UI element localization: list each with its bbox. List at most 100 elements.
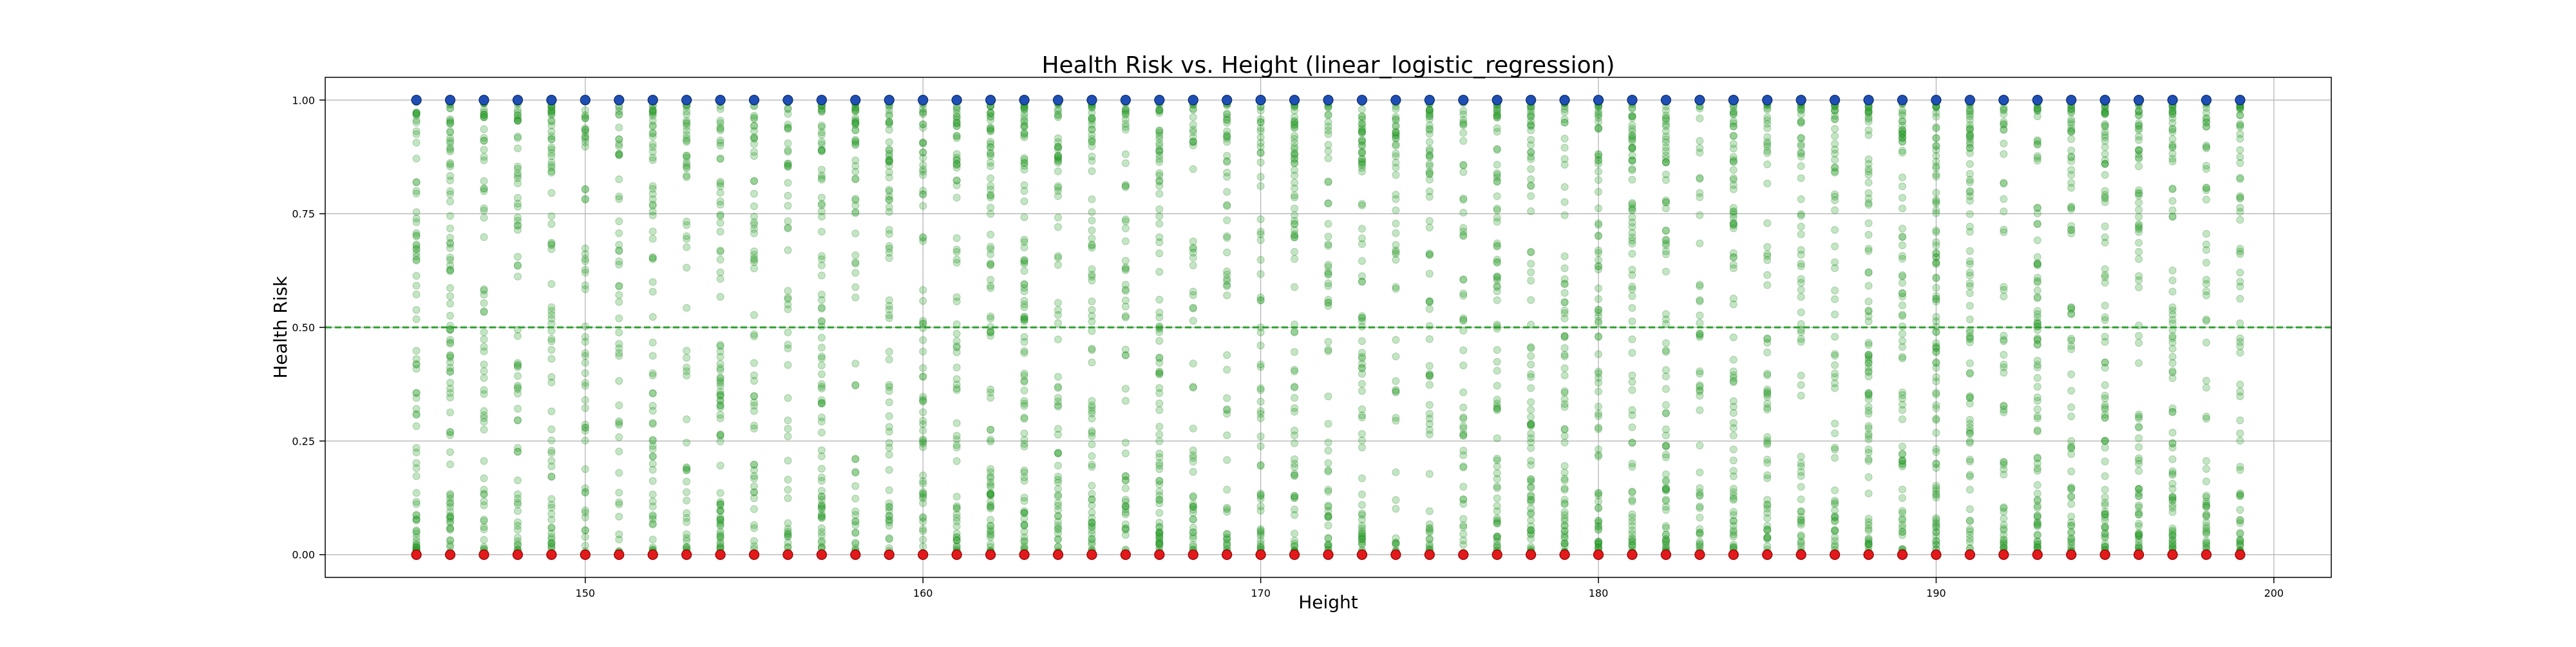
predicted-point — [716, 499, 724, 508]
predicted-point — [716, 507, 724, 515]
predicted-point — [683, 110, 691, 119]
predicted-point — [1054, 311, 1062, 319]
predicted-point — [1662, 401, 1670, 409]
predicted-point — [1864, 540, 1873, 548]
predicted-point — [649, 436, 657, 444]
predicted-point — [2135, 492, 2143, 500]
predicted-point — [1189, 121, 1197, 129]
predicted-point — [1155, 406, 1164, 414]
predicted-point — [2168, 429, 2177, 437]
predicted-point — [1358, 436, 1366, 445]
predicted-point — [1932, 493, 1940, 501]
actual-positive-point — [1458, 95, 1469, 106]
predicted-point — [1831, 369, 1839, 378]
predicted-point — [1358, 200, 1366, 208]
predicted-point — [1054, 167, 1062, 175]
predicted-point — [952, 432, 961, 440]
predicted-point — [784, 305, 792, 313]
predicted-point — [615, 340, 623, 348]
predicted-point — [2168, 467, 2177, 476]
predicted-point — [547, 327, 556, 335]
predicted-point — [649, 121, 657, 130]
actual-positive-point — [715, 95, 726, 106]
predicted-point — [1459, 362, 1468, 370]
predicted-point — [446, 336, 455, 344]
predicted-point — [1392, 352, 1400, 361]
predicted-point — [1729, 467, 1738, 475]
predicted-point — [513, 194, 522, 202]
predicted-point — [919, 186, 927, 195]
predicted-point — [446, 428, 455, 436]
predicted-point — [412, 232, 421, 240]
predicted-point — [446, 118, 455, 126]
predicted-point — [2135, 539, 2143, 547]
predicted-point — [919, 420, 927, 429]
predicted-point — [446, 266, 455, 274]
predicted-point — [919, 233, 927, 241]
predicted-point — [1256, 119, 1265, 127]
predicted-point — [1628, 213, 1636, 222]
predicted-point — [1965, 289, 1974, 297]
actual-negative-point — [1897, 549, 1908, 560]
predicted-point — [581, 404, 589, 412]
predicted-point — [1392, 386, 1400, 394]
predicted-point — [1898, 494, 1906, 502]
predicted-point — [1797, 251, 1805, 259]
predicted-point — [784, 146, 792, 155]
predicted-point — [1527, 456, 1535, 465]
predicted-point — [1729, 508, 1738, 516]
predicted-point — [1121, 266, 1130, 275]
predicted-point — [750, 542, 759, 550]
predicted-point — [581, 508, 589, 517]
predicted-point — [1898, 524, 1906, 532]
predicted-point — [683, 126, 691, 135]
predicted-point — [412, 410, 421, 419]
predicted-point — [513, 117, 522, 125]
predicted-point — [1527, 181, 1535, 189]
predicted-point — [513, 332, 522, 340]
actual-negative-point — [715, 549, 726, 560]
predicted-point — [1932, 249, 1940, 257]
predicted-point — [1831, 311, 1839, 319]
predicted-point — [547, 447, 556, 455]
predicted-point — [2168, 439, 2177, 447]
predicted-point — [2135, 206, 2143, 214]
predicted-point — [1898, 278, 1906, 287]
predicted-point — [480, 490, 488, 498]
predicted-point — [513, 262, 522, 270]
predicted-point — [952, 193, 961, 202]
predicted-point — [987, 327, 995, 336]
predicted-point — [919, 471, 927, 479]
predicted-point — [1560, 211, 1569, 219]
predicted-point — [1898, 241, 1906, 249]
predicted-point — [919, 364, 927, 372]
predicted-point — [1358, 105, 1366, 113]
actual-positive-point — [1728, 95, 1739, 106]
predicted-point — [716, 519, 724, 527]
predicted-point — [649, 477, 657, 485]
predicted-point — [1121, 351, 1130, 359]
predicted-point — [1256, 270, 1265, 278]
predicted-point — [1898, 391, 1906, 400]
predicted-point — [412, 242, 421, 250]
predicted-point — [547, 164, 556, 172]
predicted-point — [1696, 193, 1704, 202]
predicted-point — [412, 511, 421, 519]
predicted-point — [1560, 511, 1569, 519]
predicted-point — [1965, 456, 1974, 464]
predicted-point — [547, 354, 556, 363]
predicted-point — [1864, 449, 1873, 457]
predicted-point — [1965, 423, 1974, 432]
predicted-point — [1932, 173, 1940, 181]
predicted-point — [1121, 224, 1130, 233]
predicted-point — [716, 347, 724, 356]
predicted-point — [1628, 175, 1636, 184]
predicted-point — [919, 347, 927, 356]
predicted-point — [1595, 403, 1603, 411]
predicted-point — [1223, 277, 1231, 285]
predicted-point — [1628, 151, 1636, 160]
predicted-point — [1527, 207, 1535, 215]
predicted-point — [1358, 142, 1366, 150]
predicted-point — [581, 266, 589, 274]
predicted-point — [446, 134, 455, 142]
